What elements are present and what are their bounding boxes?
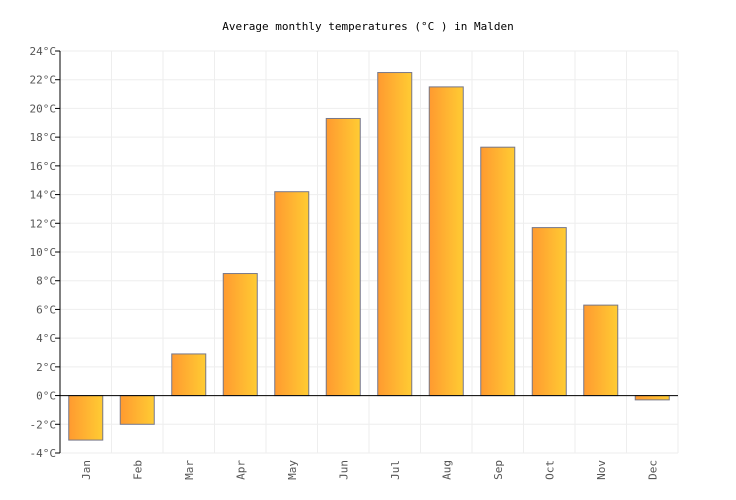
bar-jun (325, 117, 361, 397)
y-tick-label: -4°C (30, 447, 57, 460)
y-tick-label: 6°C (36, 303, 56, 316)
chart-title: Average monthly temperatures (°C ) in Ma… (222, 20, 513, 33)
bar-aug (428, 86, 464, 397)
x-tick-label: Oct (543, 460, 556, 480)
bar-jul (377, 72, 413, 397)
bar-oct (531, 227, 567, 397)
x-tick-label: Mar (183, 460, 196, 480)
x-tick-label: Jan (80, 460, 93, 480)
y-tick-label: 14°C (30, 189, 57, 202)
x-tick-label: May (286, 460, 299, 480)
y-tick-label: 2°C (36, 361, 56, 374)
y-tick-label: 22°C (30, 74, 57, 87)
x-tick-label: Aug (440, 460, 453, 480)
bar-sep (480, 146, 516, 397)
x-tick-label: Apr (234, 460, 247, 480)
y-tick-label: 4°C (36, 332, 56, 345)
bar-dec (634, 395, 670, 401)
y-tick-label: 16°C (30, 160, 57, 173)
x-tick-label: Sep (492, 460, 505, 480)
y-tick-label: 24°C (30, 45, 57, 58)
y-tick-label: 10°C (30, 246, 57, 259)
x-tick-label: Dec (646, 460, 659, 480)
x-tick-label: Feb (131, 460, 144, 480)
x-tick-label: Nov (595, 460, 608, 480)
y-tick-label: 12°C (30, 217, 57, 230)
bar-feb (119, 395, 155, 425)
y-tick-label: 0°C (36, 390, 56, 403)
bar-apr (222, 273, 258, 397)
x-tick-label: Jul (389, 460, 402, 480)
bar-mar (171, 353, 207, 397)
y-tick-label: 8°C (36, 275, 56, 288)
bar-may (274, 191, 310, 397)
y-tick-label: -2°C (30, 418, 57, 431)
x-tick-label: Jun (337, 460, 350, 480)
y-tick-label: 18°C (30, 131, 57, 144)
bar-jan (68, 395, 104, 441)
y-tick-label: 20°C (30, 102, 57, 115)
bar-nov (583, 304, 619, 397)
